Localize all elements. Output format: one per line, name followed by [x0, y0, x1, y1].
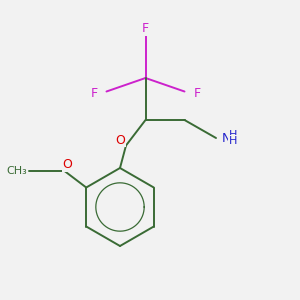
- Text: F: F: [90, 86, 98, 100]
- Text: F: F: [194, 86, 201, 100]
- Text: H: H: [229, 136, 237, 146]
- Text: F: F: [90, 86, 98, 100]
- Text: CH₃: CH₃: [6, 166, 27, 176]
- Text: O: O: [63, 158, 72, 171]
- Text: F: F: [194, 86, 201, 100]
- Text: O: O: [115, 134, 125, 147]
- Text: H: H: [229, 130, 237, 140]
- Text: N: N: [221, 131, 231, 145]
- Text: O: O: [63, 158, 72, 171]
- Text: H: H: [229, 136, 237, 146]
- Text: N: N: [221, 131, 231, 145]
- Text: F: F: [142, 22, 149, 35]
- Text: CH₃: CH₃: [6, 166, 27, 176]
- Text: F: F: [142, 22, 149, 35]
- Text: H: H: [229, 130, 237, 140]
- Text: O: O: [115, 134, 125, 147]
